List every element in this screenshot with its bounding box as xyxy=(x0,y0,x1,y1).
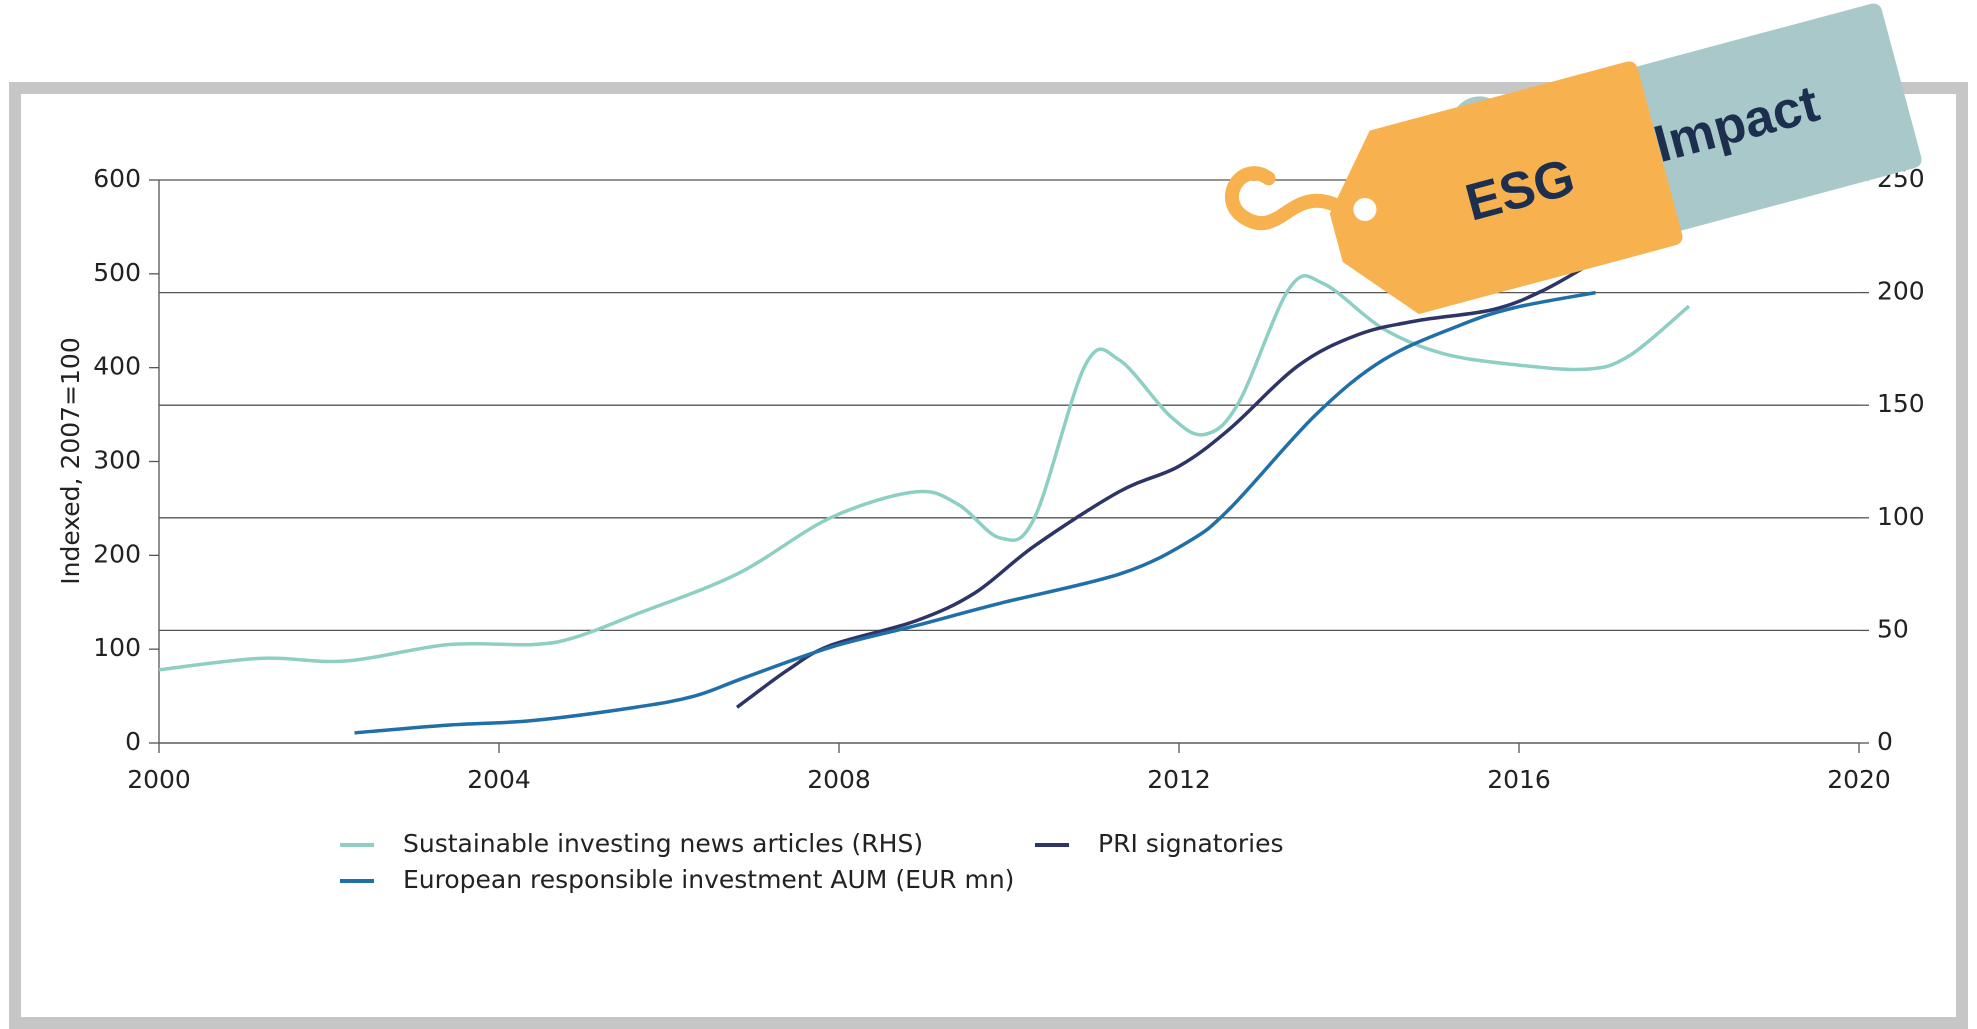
y-tick-label: 200 xyxy=(93,539,141,568)
y2-tick-label: 200 xyxy=(1877,277,1925,306)
y-tick-label: 600 xyxy=(93,164,141,193)
y2-tick-label: 100 xyxy=(1877,502,1925,531)
y-tick-label: 300 xyxy=(93,446,141,475)
x-tick-label: 2016 xyxy=(1487,765,1551,794)
y2-tick-label: 150 xyxy=(1877,389,1925,418)
y-tick-label: 0 xyxy=(125,727,141,756)
y2-tick-label: 0 xyxy=(1877,727,1893,756)
y-axis-label: Indexed, 2007=100 xyxy=(56,337,85,585)
legend-label: European responsible investment AUM (EUR… xyxy=(403,865,1014,894)
y2-tick-label: 50 xyxy=(1877,614,1909,643)
x-tick-label: 2020 xyxy=(1827,765,1891,794)
y-tick-label: 500 xyxy=(93,258,141,287)
page: Indexed, 2007=100 0501001502002500100200… xyxy=(0,0,1977,1029)
x-tick-label: 2004 xyxy=(467,765,531,794)
x-tick-label: 2008 xyxy=(807,765,871,794)
y-tick-label: 100 xyxy=(93,633,141,662)
y-tick-label: 400 xyxy=(93,352,141,381)
legend-label: Sustainable investing news articles (RHS… xyxy=(403,829,923,858)
x-tick-label: 2012 xyxy=(1147,765,1211,794)
legend-label: PRI signatories xyxy=(1098,829,1284,858)
x-tick-label: 2000 xyxy=(127,765,191,794)
